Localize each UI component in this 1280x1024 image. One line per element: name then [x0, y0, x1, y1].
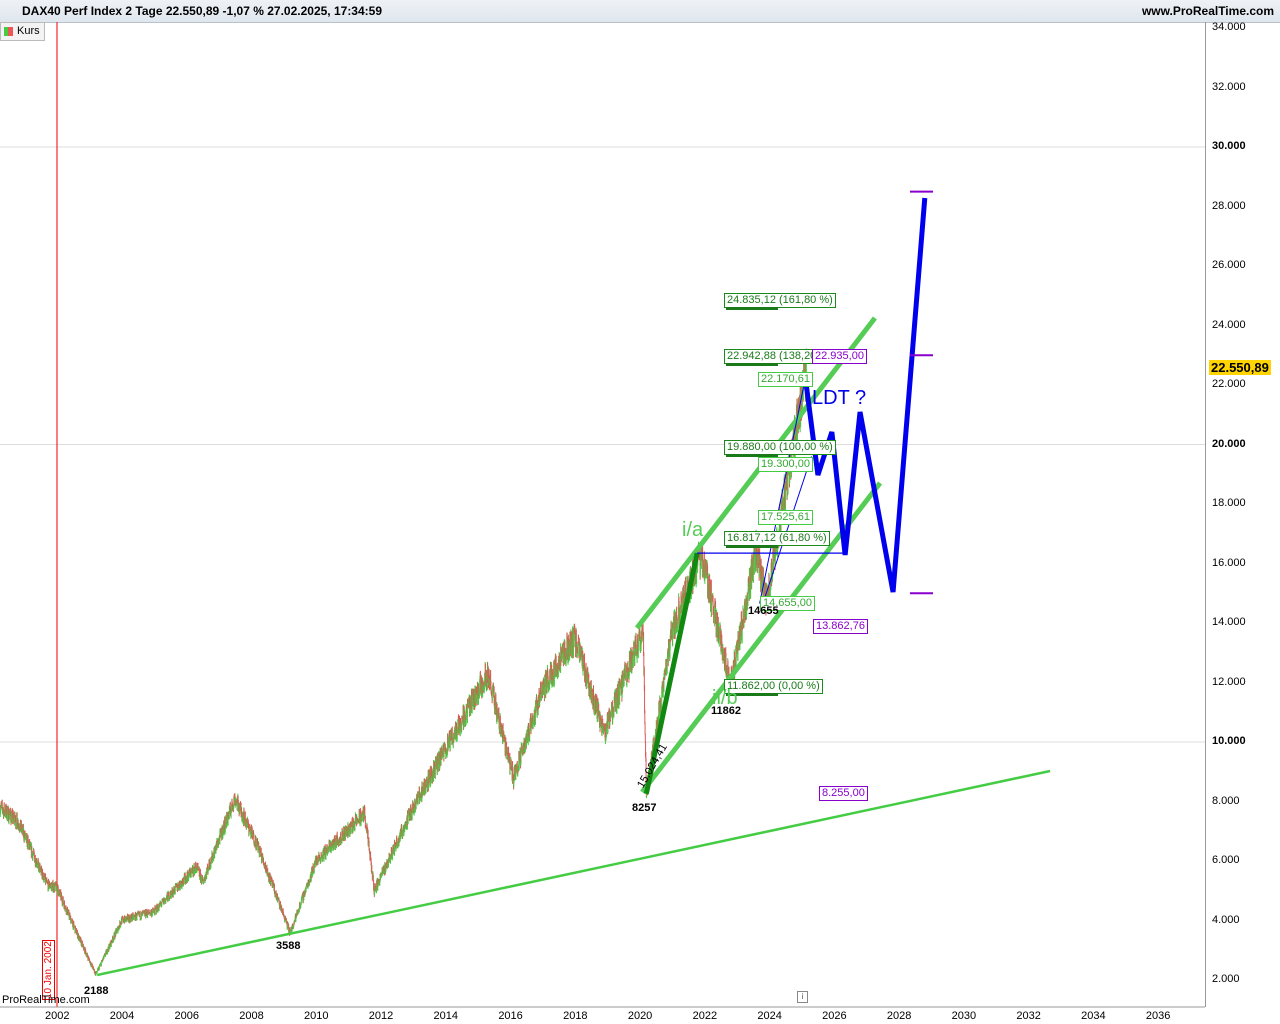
low-label: 2188: [84, 985, 109, 997]
x-tick-label: 2024: [757, 1010, 782, 1022]
low-label: 3588: [276, 940, 301, 952]
projection-path: [802, 197, 928, 593]
fib-level-label[interactable]: 24.835,12 (161,80 %): [724, 292, 836, 308]
low-label: 8257: [632, 802, 657, 814]
wave-b-label: ii/b: [712, 687, 738, 709]
y-tick-label: 26.000: [1212, 259, 1246, 271]
y-tick-label: 2.000: [1212, 973, 1240, 985]
ldt-label: LDT ?: [812, 387, 867, 409]
y-tick-label: 14.000: [1212, 616, 1246, 628]
y-tick-label: 8.000: [1212, 794, 1240, 807]
y-tick-label: 30.000: [1212, 140, 1246, 152]
fib-level-label[interactable]: 22.942,88 (138,20: [724, 348, 820, 364]
fib-level-label[interactable]: 19.880,00 (100,00 %): [724, 440, 836, 456]
x-tick-label: 2036: [1145, 1010, 1171, 1022]
y-tick-label: 28.000: [1212, 199, 1246, 212]
impulse-wave-line: [643, 552, 700, 795]
watermark: ProRealTime.com: [2, 994, 90, 1006]
low-label: 11862: [711, 705, 741, 717]
fib-level-bar: [726, 362, 778, 366]
x-tick-label: 2014: [433, 1010, 459, 1022]
fib-channel-line: [759, 379, 806, 604]
fib-level-bar: [726, 454, 778, 458]
y-tick-label: 4.000: [1212, 913, 1240, 926]
fib-level-bar: [726, 306, 778, 310]
x-tick-label: 2026: [822, 1010, 847, 1022]
x-tick-label: 2020: [627, 1010, 653, 1022]
fib-channel-line: [762, 456, 812, 604]
y-tick-label: 24.000: [1212, 318, 1246, 331]
fib-level-label[interactable]: 22.170,61: [758, 371, 813, 387]
y-tick-label: 16.000: [1212, 556, 1246, 569]
fib-level-label[interactable]: 14.655,00: [760, 595, 815, 611]
x-tick-label: 2010: [304, 1010, 329, 1022]
low-label: 14655: [748, 605, 779, 617]
chart-header: DAX40 Perf Index 2 Tage 22.550,89 -1,07 …: [0, 0, 1280, 23]
y-tick-label: 18.000: [1212, 497, 1246, 509]
down-swatch: [8, 27, 13, 36]
y-tick-label: 10.000: [1212, 735, 1246, 747]
chart-title: DAX40 Perf Index 2 Tage 22.550,89 -1,07 …: [22, 4, 382, 18]
x-tick-label: 2002: [45, 1010, 70, 1022]
x-tick-label: 2032: [1016, 1010, 1041, 1022]
y-tick-label: 12.000: [1212, 675, 1246, 688]
x-tick-label: 2030: [951, 1010, 977, 1022]
y-tick-label: 22.000: [1212, 378, 1246, 390]
x-tick-label: 2008: [239, 1010, 264, 1022]
fib-level-label[interactable]: 13.862,76: [813, 619, 868, 635]
x-tick-label: 2022: [692, 1010, 718, 1022]
date-marker: 10 Jan. 2002: [42, 940, 55, 1000]
fib-level-label[interactable]: 17.525,61: [758, 510, 813, 526]
y-tick-label: 6.000: [1212, 854, 1240, 866]
last-price-badge: 22.550,89: [1209, 360, 1271, 375]
fib-level-label[interactable]: 19.300,00: [758, 457, 813, 473]
y-tick-label: 34.000: [1212, 21, 1246, 33]
fib-level-label[interactable]: 22.935,00: [812, 349, 867, 365]
x-tick-label: 2004: [109, 1010, 135, 1022]
wave-a-label: i/a: [682, 519, 704, 541]
fib-level-label[interactable]: 16.817,12 (61,80 %): [724, 531, 830, 547]
x-tick-label: 2028: [886, 1010, 912, 1022]
x-tick-label: 2006: [174, 1010, 199, 1022]
info-icon[interactable]: i: [797, 991, 808, 1003]
fib-level-bar: [726, 692, 778, 696]
fib-level-bar: [726, 545, 778, 549]
x-tick-label: 2012: [368, 1010, 394, 1022]
x-tick-label: 2034: [1081, 1010, 1106, 1022]
fib-level-label[interactable]: 11.862,00 (0,00 %): [724, 678, 823, 694]
legend-kurs[interactable]: Kurs: [0, 22, 45, 41]
y-tick-label: 32.000: [1212, 80, 1246, 93]
support-trendline: [96, 769, 1051, 977]
site-link[interactable]: www.ProRealTime.com: [1141, 4, 1274, 18]
y-tick-label: 20.000: [1212, 437, 1246, 450]
legend-label: Kurs: [17, 25, 40, 37]
channel-upper-line: [634, 316, 877, 630]
up-swatch: [4, 27, 8, 36]
x-tick-label: 2016: [498, 1010, 523, 1022]
x-tick-label: 2018: [563, 1010, 588, 1022]
fib-level-label[interactable]: 8.255,00: [819, 785, 868, 801]
price-axis[interactable]: [1205, 22, 1280, 1007]
